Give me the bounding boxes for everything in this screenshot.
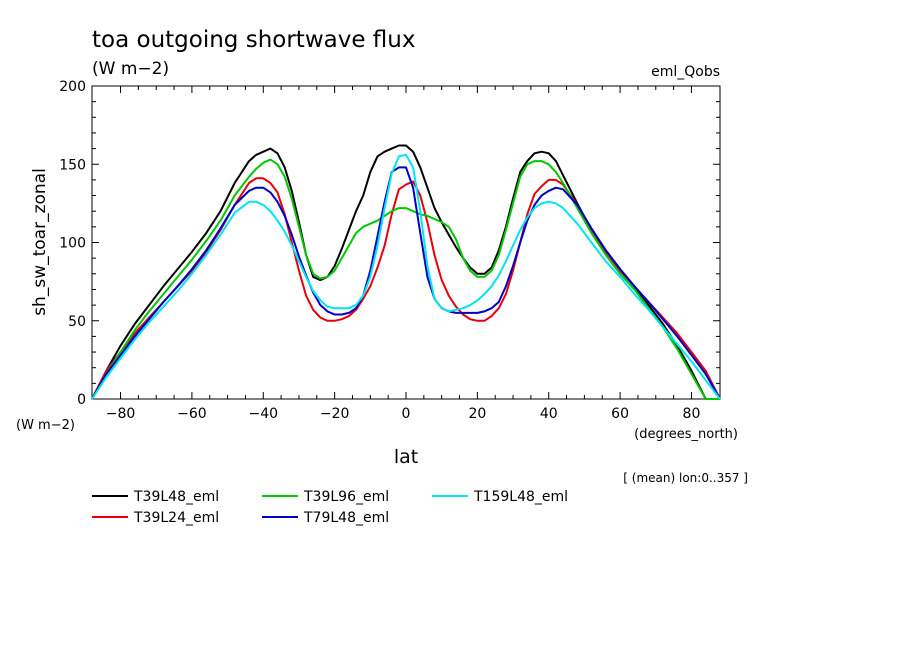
x-tick-label: −20 <box>320 406 350 422</box>
x-axis-units: (degrees_north) <box>634 427 738 442</box>
x-tick-label: 40 <box>540 406 558 422</box>
legend: T39L48_eml T39L24_eml T39L96_eml T79L48_eml… <box>92 489 568 526</box>
x-tick-label: −60 <box>177 406 207 422</box>
averaging-note: [ (mean) lon:0..357 ] <box>623 471 748 485</box>
series-line-T39L48_eml <box>91 144 720 400</box>
series-line-T159L48_eml <box>91 153 721 400</box>
legend-item: T39L96_eml <box>262 489 389 505</box>
series-line-T79L48_eml <box>91 166 721 400</box>
title-units: (W m−2) <box>92 59 169 79</box>
legend-item: T159L48_eml <box>432 489 568 505</box>
series-layer <box>91 144 721 400</box>
title-group: toa outgoing shortwave flux (W m−2) eml_… <box>92 27 720 80</box>
series-line-T39L24_eml <box>91 177 721 400</box>
y-tick-label: 100 <box>59 236 86 252</box>
y-axis-label: sh_sw_toar_zonal <box>30 168 50 316</box>
legend-item: T39L24_eml <box>92 510 219 526</box>
x-tick-label: 60 <box>611 406 629 422</box>
x-axis-label: lat <box>394 446 418 468</box>
series-line-T39L96_eml <box>91 158 720 400</box>
x-tick-label: 20 <box>468 406 486 422</box>
chart-title: toa outgoing shortwave flux <box>92 27 415 53</box>
legend-item: T79L48_eml <box>262 510 389 526</box>
legend-label: T39L48_eml <box>133 489 219 505</box>
y-tick-label: 150 <box>59 157 86 173</box>
y-tick-label: 50 <box>68 314 86 330</box>
x-tick-label: −40 <box>248 406 278 422</box>
y-tick-label: 0 <box>77 392 86 408</box>
y-axis: 0 50 100 150 200 <box>59 79 720 408</box>
experiment-label: eml_Qobs <box>651 64 720 80</box>
x-tick-label: 80 <box>683 406 701 422</box>
legend-item: T39L48_eml <box>92 489 219 505</box>
y-tick-label: 200 <box>59 79 86 95</box>
x-tick-label: 0 <box>402 406 411 422</box>
legend-label: T39L24_eml <box>133 510 219 526</box>
x-axis: −80 −60 −40 −20 0 20 40 60 80 <box>106 86 701 422</box>
y-axis-units: (W m−2) <box>16 418 75 433</box>
plot-frame <box>91 85 721 400</box>
legend-label: T79L48_eml <box>303 510 389 526</box>
legend-label: T159L48_eml <box>473 489 568 505</box>
x-tick-label: −80 <box>106 406 136 422</box>
legend-label: T39L96_eml <box>303 489 389 505</box>
